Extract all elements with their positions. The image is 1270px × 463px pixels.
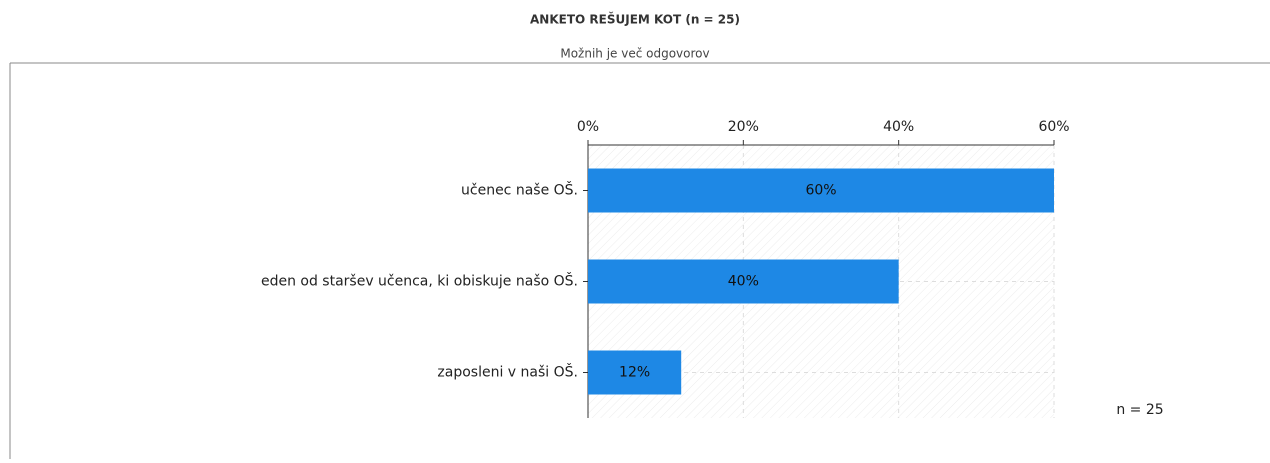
- value-label: 12%: [619, 365, 650, 381]
- x-tick-label: 40%: [883, 119, 914, 135]
- y-tick-label: eden od staršev učenca, ki obiskuje našo…: [261, 272, 578, 290]
- x-tick-label: 20%: [728, 119, 759, 135]
- bar: [588, 259, 899, 304]
- bar: [588, 350, 682, 395]
- chart-subtitle: Možnih je več odgovorov: [560, 47, 709, 61]
- value-label: 60%: [805, 183, 836, 199]
- y-tick-label: zaposleni v naši OŠ.: [437, 363, 578, 381]
- bar: [588, 168, 1054, 213]
- chart-title: ANKETO REŠUJEM KOT (n = 25): [530, 12, 740, 27]
- annotation: n = 25: [1116, 402, 1163, 418]
- x-tick-label: 0%: [577, 119, 599, 135]
- x-tick-label: 60%: [1038, 119, 1069, 135]
- y-tick-label: učenec naše OŠ.: [461, 181, 578, 199]
- value-label: 40%: [728, 274, 759, 290]
